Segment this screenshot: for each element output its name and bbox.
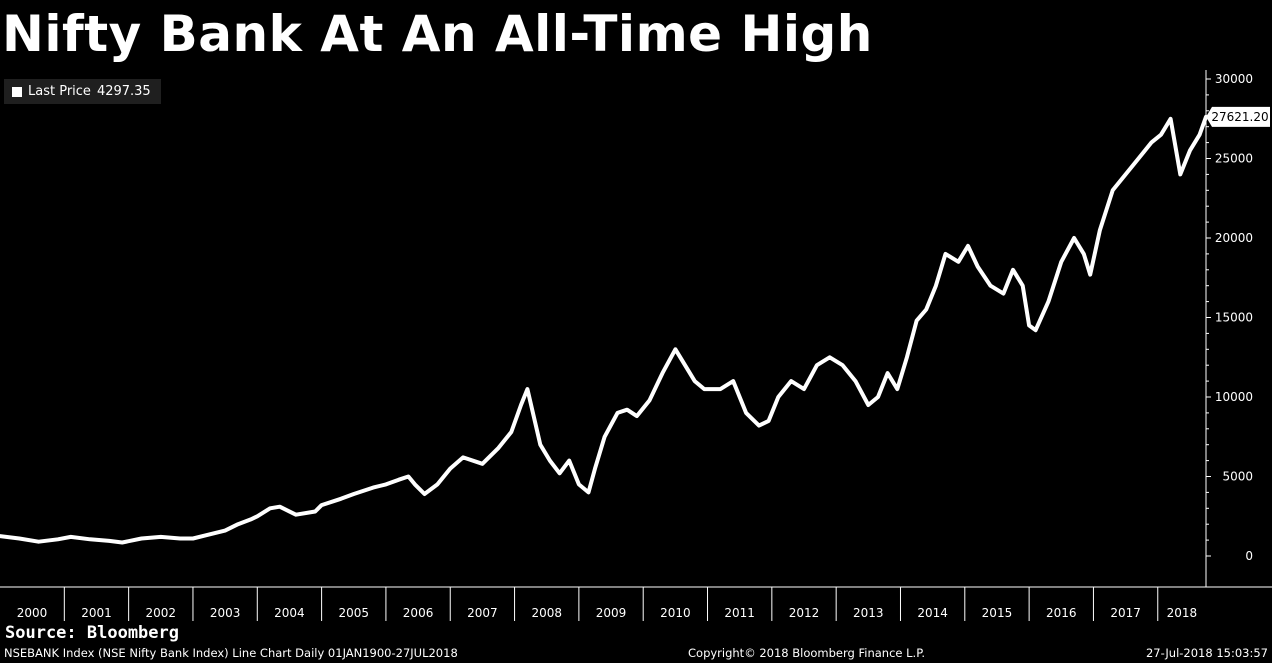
x-tick-label: 2010	[660, 606, 691, 620]
source-note: Source: Bloomberg	[5, 623, 179, 643]
y-tick-label: 20000	[1215, 231, 1253, 245]
series-layer	[0, 114, 1208, 545]
footer-timestamp: 27-Jul-2018 15:03:57	[1145, 646, 1268, 660]
x-tick-label: 2014	[917, 606, 948, 620]
y-tick-label: 30000	[1215, 72, 1253, 86]
chart-legend: Last Price 4297.35	[4, 79, 161, 104]
legend-swatch	[12, 86, 22, 97]
y-tick-label: 15000	[1215, 311, 1253, 325]
plot-frame	[0, 70, 1272, 588]
x-tick-label: 2001	[81, 606, 112, 620]
y-tick-label: 25000	[1215, 152, 1253, 166]
x-axis: 2000 2001 2002 2003 2004 2005 2006 2007 2008 2009…	[17, 587, 1197, 621]
last-value-label-group: 27621.20	[1206, 106, 1270, 127]
x-tick-label: 2002	[146, 606, 177, 620]
y-tick-label: 10000	[1215, 390, 1253, 404]
legend-value: 4297.35	[96, 84, 151, 99]
last-value-label: 27621.20	[1211, 110, 1268, 124]
x-tick-label: 2006	[403, 606, 434, 620]
last-value-label-bg	[1206, 106, 1270, 127]
x-tick-label: 2012	[789, 606, 820, 620]
x-tick-label: 2015	[982, 606, 1013, 620]
y-tick-label: 5000	[1222, 470, 1253, 484]
x-tick-label: 2008	[531, 606, 562, 620]
x-tick-label: 2000	[17, 606, 48, 620]
x-tick-label: 2018	[1167, 606, 1198, 620]
chart-title: Nifty Bank At An All-Time High	[2, 5, 873, 63]
x-tick-label: 2005	[338, 606, 369, 620]
x-tick-label: 2007	[467, 606, 498, 620]
y-tick-label: 0	[1245, 549, 1253, 563]
y-axis: 0 5000 10000 15000 20000 25000 30000	[1206, 72, 1253, 563]
x-tick-label: 2011	[724, 606, 755, 620]
x-tick-label: 2013	[853, 606, 884, 620]
x-tick-label: 2017	[1110, 606, 1141, 620]
footer-description: NSEBANK Index (NSE Nifty Bank Index) Lin…	[4, 646, 458, 660]
legend-label: Last Price	[28, 84, 91, 99]
x-tick-label: 2009	[596, 606, 627, 620]
x-tick-label: 2004	[274, 606, 305, 620]
footer-copyright: Copyright© 2018 Bloomberg Finance L.P.	[688, 646, 925, 660]
x-tick-label: 2016	[1046, 606, 1077, 620]
x-tick-label: 2003	[210, 606, 241, 620]
series-line	[0, 114, 1208, 545]
